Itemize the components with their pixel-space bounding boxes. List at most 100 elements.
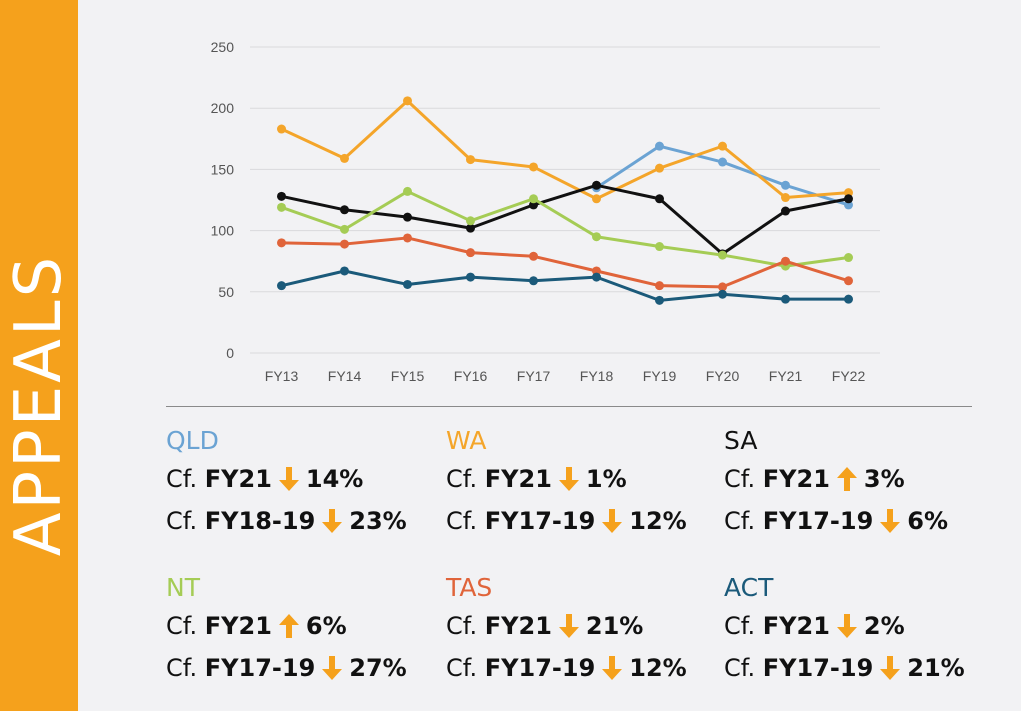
data-point-nt <box>340 224 349 234</box>
series-line-nt <box>281 189 849 268</box>
data-point-tas <box>781 256 790 266</box>
comparison-line: Cf. FY21 21% <box>446 605 716 647</box>
region-label: TAS <box>446 573 493 602</box>
comparison-period: FY21 <box>484 612 552 640</box>
x-tick-label: FY14 <box>328 368 362 384</box>
data-point-sa <box>781 206 790 216</box>
series-line-tas <box>281 236 849 289</box>
sidebar-title: APPEALS <box>2 253 76 557</box>
series-line-sa <box>281 183 849 256</box>
data-point-nt <box>718 250 727 260</box>
x-tick-label: FY18 <box>580 368 614 384</box>
comparison-percent: 3% <box>863 465 905 493</box>
data-point-nt <box>466 216 475 226</box>
comparison-prefix: Cf. <box>446 465 478 493</box>
data-point-wa <box>592 194 601 204</box>
data-point-wa <box>529 162 538 172</box>
comparison-period: FY21 <box>762 465 830 493</box>
comparison-period: FY21 <box>204 465 272 493</box>
data-point-act <box>529 276 538 286</box>
comparison-line: Cf. FY21 1% <box>446 458 716 500</box>
x-tick-label: FY15 <box>391 368 425 384</box>
data-point-wa <box>718 141 727 151</box>
comparison-period: FY21 <box>762 612 830 640</box>
comparison-line: Cf. FY21 2% <box>724 605 994 647</box>
comparison-line: Cf. FY17-19 6% <box>724 500 994 542</box>
data-point-qld <box>781 180 790 190</box>
divider <box>166 406 972 407</box>
x-tick-label: FY22 <box>832 368 866 384</box>
data-point-act <box>340 266 349 276</box>
series-line-act <box>281 269 849 302</box>
arrow-down-icon <box>322 656 343 680</box>
data-point-act <box>592 272 601 282</box>
data-point-wa <box>340 153 349 163</box>
data-point-sa <box>592 180 601 190</box>
arrow-down-icon <box>602 509 623 533</box>
arrow-down-icon <box>880 656 901 680</box>
arrow-down-icon <box>322 509 343 533</box>
comparison-prefix: Cf. <box>446 612 478 640</box>
region-label: NT <box>166 573 200 602</box>
y-tick-label: 250 <box>211 39 235 55</box>
comparison-line: Cf. FY17-19 27% <box>166 647 436 689</box>
comparison-percent: 23% <box>349 507 407 535</box>
data-point-wa <box>466 155 475 165</box>
comparison-line: Cf. FY18-19 23% <box>166 500 436 542</box>
data-point-nt <box>403 186 412 196</box>
x-tick-label: FY19 <box>643 368 677 384</box>
comparison-period: FY17-19 <box>484 507 596 535</box>
data-point-tas <box>340 239 349 249</box>
stat-block-qld: QLD Cf. FY21 14% Cf. FY18-19 23% <box>166 424 436 542</box>
comparison-prefix: Cf. <box>166 654 198 682</box>
x-tick-label: FY17 <box>517 368 551 384</box>
comparison-percent: 1% <box>585 465 627 493</box>
data-point-wa <box>277 124 286 134</box>
x-tick-label: FY16 <box>454 368 488 384</box>
comparison-percent: 27% <box>349 654 407 682</box>
data-point-sa <box>466 223 475 233</box>
comparison-prefix: Cf. <box>446 654 478 682</box>
series-line-wa <box>280 99 849 201</box>
data-point-sa <box>844 194 853 204</box>
y-tick-label: 50 <box>218 284 234 300</box>
x-tick-label: FY21 <box>769 368 803 384</box>
data-point-tas <box>529 251 538 261</box>
stat-block-act: ACT Cf. FY21 2% Cf. FY17-19 21% <box>724 571 994 689</box>
region-label: SA <box>724 426 758 455</box>
data-point-tas <box>844 276 853 286</box>
arrow-down-icon <box>602 656 623 680</box>
arrow-down-icon <box>558 614 579 638</box>
comparison-prefix: Cf. <box>724 612 756 640</box>
data-point-act <box>844 294 853 304</box>
arrow-down-icon <box>558 467 579 491</box>
data-point-wa <box>403 96 412 106</box>
comparison-percent: 12% <box>629 654 687 682</box>
stat-block-wa: WA Cf. FY21 1% Cf. FY17-19 12% <box>446 424 716 542</box>
comparison-period: FY17-19 <box>762 654 874 682</box>
data-point-nt <box>529 194 538 204</box>
data-point-wa <box>655 163 664 173</box>
comparison-percent: 21% <box>585 612 644 640</box>
y-tick-label: 150 <box>211 161 235 177</box>
data-point-nt <box>592 232 601 242</box>
comparison-period: FY17-19 <box>204 654 316 682</box>
x-tick-label: FY20 <box>706 368 740 384</box>
comparison-percent: 6% <box>305 612 347 640</box>
stat-block-nt: NT Cf. FY21 6% Cf. FY17-19 27% <box>166 571 436 689</box>
region-label: ACT <box>724 573 774 602</box>
region-label: QLD <box>166 426 219 455</box>
comparison-prefix: Cf. <box>724 507 756 535</box>
arrow-up-icon <box>836 467 857 491</box>
comparison-period: FY18-19 <box>204 507 316 535</box>
comparison-percent: 21% <box>907 654 965 682</box>
data-point-nt <box>655 242 664 252</box>
data-point-tas <box>466 248 475 258</box>
comparison-prefix: Cf. <box>446 507 478 535</box>
comparison-line: Cf. FY17-19 12% <box>446 500 716 542</box>
comparison-prefix: Cf. <box>166 507 198 535</box>
data-point-act <box>466 272 475 282</box>
data-point-tas <box>655 281 664 291</box>
comparison-prefix: Cf. <box>166 612 198 640</box>
data-point-nt <box>277 202 286 212</box>
